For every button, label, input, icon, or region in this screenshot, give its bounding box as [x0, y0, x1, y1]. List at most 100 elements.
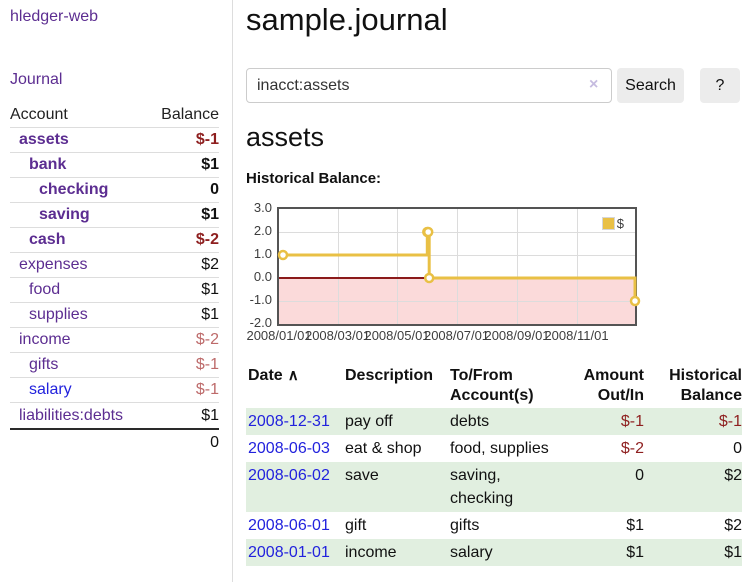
register-date-cell: 2008-12-31 — [246, 410, 345, 433]
vertical-gridline — [576, 209, 578, 324]
x-tick-label: 2008/09/01 — [484, 328, 550, 343]
accounts-column-header: To/From Account(s) — [450, 367, 534, 404]
sidebar-account-link[interactable]: checking — [39, 181, 109, 198]
register-description-cell: gift — [345, 517, 367, 534]
transaction-date-link[interactable]: 2008-06-01 — [248, 517, 330, 534]
app-title-link[interactable]: hledger-web — [10, 8, 99, 25]
x-tick-label: 2008/11/01 — [544, 328, 609, 343]
page-title: sample.journal — [246, 2, 448, 37]
historical-balance-chart: 3.0 2.0 1.0 0.0 -1.0 -2.0 $ 2008/01/01 2008/03… — [246, 195, 742, 350]
sidebar-account-row: expenses $2 — [10, 253, 219, 278]
data-point — [423, 272, 435, 284]
sidebar-account-link[interactable]: supplies — [29, 306, 88, 323]
register-balance-cell: $2 — [724, 467, 742, 484]
sidebar-account-row: checking 0 — [10, 178, 219, 203]
sidebar-account-link[interactable]: cash — [29, 231, 66, 248]
balance-column-header: Balance — [161, 106, 219, 123]
register-date-cell: 2008-06-02 — [246, 464, 345, 510]
register-description-cell: pay off — [345, 413, 393, 430]
register-amount-cell: $-2 — [620, 440, 644, 457]
vertical-gridline — [397, 209, 398, 324]
register-description-cell: eat & shop — [345, 440, 422, 457]
sidebar-account-link[interactable]: expenses — [19, 256, 88, 273]
chart-legend: $ — [599, 215, 626, 232]
register-row: 2008-06-03 eat & shop food, supplies $-2 0 — [246, 435, 742, 462]
sidebar-account-link[interactable]: bank — [29, 156, 67, 173]
accounts-total-row: 0 — [10, 428, 219, 455]
sort-ascending-icon: ∧ — [287, 367, 299, 384]
sidebar-account-link[interactable]: liabilities:debts — [19, 406, 124, 424]
account-balance: $1 — [201, 281, 219, 298]
clear-search-icon[interactable]: × — [589, 76, 599, 93]
sidebar-account-link[interactable]: saving — [39, 206, 90, 223]
data-point — [277, 249, 289, 261]
chart-x-axis: 2008/01/01 2008/03/01 2008/05/01 2008/07/01… — [246, 328, 635, 344]
sidebar-account-link[interactable]: assets — [19, 131, 69, 148]
horizontal-gridline — [279, 255, 635, 256]
x-tick-label: 2008/01/01 — [246, 328, 312, 343]
account-balance: $1 — [201, 206, 219, 223]
x-tick-label: 2008/07/01 — [423, 328, 490, 343]
sidebar-account-row: income $-2 — [10, 328, 219, 353]
register-date-cell: 2008-06-01 — [246, 514, 345, 537]
sidebar-account-link[interactable]: salary — [29, 381, 72, 398]
register-description-cell: income — [345, 544, 397, 561]
horizontal-gridline — [279, 301, 635, 302]
account-balance: $-1 — [195, 381, 219, 398]
account-balance: $-2 — [195, 331, 219, 348]
account-column-header: Account — [10, 106, 68, 123]
sidebar-account-link[interactable]: gifts — [29, 356, 59, 373]
transaction-date-link[interactable]: 2008-06-02 — [248, 467, 330, 484]
sidebar-account-row: saving $1 — [10, 203, 219, 228]
account-balance: $-2 — [195, 231, 219, 248]
amount-column-header: Amount Out/In — [583, 367, 644, 404]
sidebar-account-row: food $1 — [10, 278, 219, 303]
sidebar-account-link[interactable]: income — [19, 331, 71, 348]
search-help-button[interactable]: ? — [700, 68, 740, 103]
account-balance: $1 — [201, 406, 219, 424]
sidebar-account-row: cash $-2 — [10, 228, 219, 253]
data-point — [629, 295, 641, 307]
search-form: × Search ? — [246, 68, 742, 103]
account-balance: $1 — [201, 306, 219, 323]
sidebar-account-row: salary $-1 — [10, 378, 219, 403]
sidebar-account-row: assets $-1 — [10, 128, 219, 153]
date-header-label: Date — [248, 367, 283, 384]
horizontal-gridline — [279, 232, 635, 233]
y-tick-label: 0.0 — [253, 269, 272, 284]
chart-plot-area: $ — [277, 207, 641, 326]
sidebar-account-row: supplies $1 — [10, 303, 219, 328]
register-row: 2008-12-31 pay off debts $-1 $-1 — [246, 408, 742, 435]
register-accounts-cell: saving, checking — [450, 467, 514, 507]
legend-swatch-icon — [601, 217, 615, 230]
chart-title: Historical Balance: — [246, 170, 382, 187]
x-tick-label: 2008/03/01 — [304, 328, 371, 343]
y-tick-label: -2.0 — [249, 315, 272, 330]
account-balance: $-1 — [195, 131, 219, 148]
register-accounts-cell: gifts — [450, 517, 480, 534]
account-balance: $1 — [201, 156, 219, 173]
balance-column-header: Historical Balance — [669, 367, 742, 404]
account-heading: assets — [246, 122, 325, 152]
register-balance-cell: 0 — [733, 440, 742, 457]
transaction-date-link[interactable]: 2008-06-03 — [248, 440, 330, 457]
register-date-cell: 2008-06-03 — [246, 437, 345, 460]
transaction-date-link[interactable]: 2008-12-31 — [248, 413, 330, 430]
vertical-gridline — [517, 209, 518, 324]
transaction-date-link[interactable]: 2008-01-01 — [248, 544, 330, 561]
search-button[interactable]: Search — [617, 68, 684, 103]
y-tick-label: 3.0 — [253, 200, 272, 215]
sidebar-item-journal[interactable]: Journal — [10, 71, 63, 88]
sidebar-account-link[interactable]: food — [29, 281, 61, 298]
y-tick-label: -1.0 — [249, 292, 272, 307]
date-column-header[interactable]: Date ∧ — [246, 366, 345, 406]
register-row: 2008-01-01 income salary $1 $1 — [246, 539, 742, 566]
register-date-cell: 2008-01-01 — [246, 541, 345, 564]
x-tick-label: 2008/05/01 — [364, 328, 430, 343]
register-balance-cell: $2 — [724, 517, 742, 534]
accounts-table-header: Account Balance — [10, 103, 219, 128]
search-input[interactable] — [246, 68, 612, 103]
y-tick-label: 2.0 — [253, 223, 272, 238]
register-description-cell: save — [345, 467, 379, 484]
